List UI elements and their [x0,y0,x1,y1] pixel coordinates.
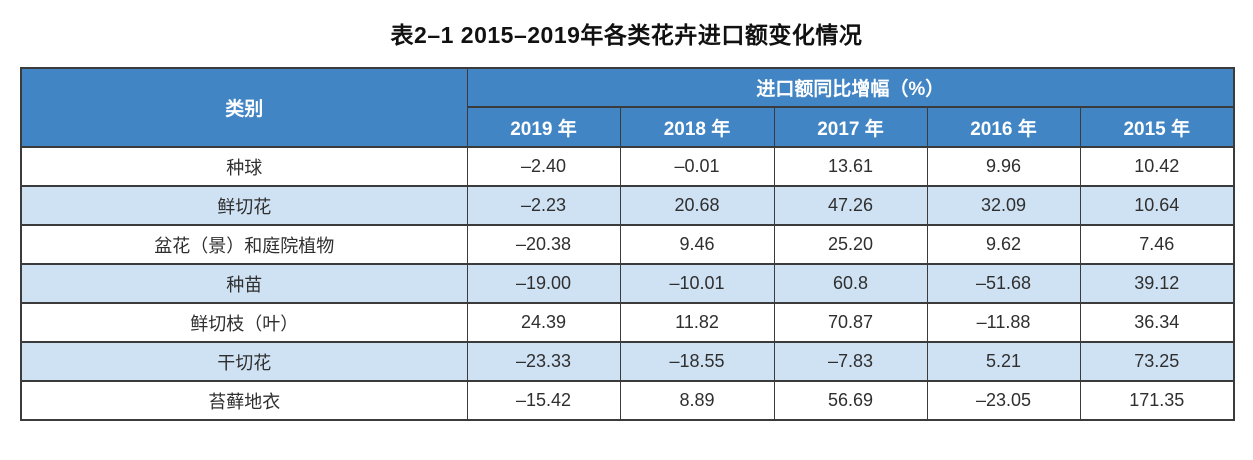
group-header: 进口额同比增幅（%） [466,67,1235,108]
cell-value: –2.40 [466,146,621,187]
cell-value: –23.05 [926,380,1081,421]
cell-value: 8.89 [619,380,775,421]
year-header-2016: 2016 年 [926,106,1081,148]
table-row-ganqiehua: 干切花 –23.33 –18.55 –7.83 5.21 73.25 [20,341,1235,382]
row-category: 鲜切枝（叶） [20,302,468,343]
cell-value: 20.68 [619,185,775,226]
cell-value: 24.39 [466,302,621,343]
cell-value: 70.87 [773,302,928,343]
row-category: 苔藓地衣 [20,380,468,421]
table-row-penhua: 盆花（景）和庭院植物 –20.38 9.46 25.20 9.62 7.46 [20,224,1235,265]
year-header-2018: 2018 年 [619,106,775,148]
cell-value: 36.34 [1079,302,1235,343]
cell-value: –15.42 [466,380,621,421]
row-category: 盆花（景）和庭院植物 [20,224,468,265]
cell-value: 7.46 [1079,224,1235,265]
row-category: 种苗 [20,263,468,304]
row-category: 干切花 [20,341,468,382]
table-row-xianqiezhi: 鲜切枝（叶） 24.39 11.82 70.87 –11.88 36.34 [20,302,1235,343]
cell-value: 25.20 [773,224,928,265]
cell-value: –0.01 [619,146,775,187]
cell-value: –10.01 [619,263,775,304]
cell-value: –11.88 [926,302,1081,343]
cell-value: 13.61 [773,146,928,187]
cell-value: –51.68 [926,263,1081,304]
cell-value: 10.64 [1079,185,1235,226]
table-row-zhongmiao: 种苗 –19.00 –10.01 60.8 –51.68 39.12 [20,263,1235,304]
flower-import-table: 类别 进口额同比增幅（%） 2019 年 2018 年 2017 年 2016 … [20,67,1236,421]
cell-value: –20.38 [466,224,621,265]
table-row-xianqiehua: 鲜切花 –2.23 20.68 47.26 32.09 10.64 [20,185,1235,226]
category-column-header: 类别 [20,67,468,148]
cell-value: –18.55 [619,341,775,382]
cell-value: 9.46 [619,224,775,265]
cell-value: 60.8 [773,263,928,304]
header-group-row: 类别 进口额同比增幅（%） [20,67,1235,148]
cell-value: 39.12 [1079,263,1235,304]
cell-value: 11.82 [619,302,775,343]
year-header-2017: 2017 年 [773,106,928,148]
cell-value: –23.33 [466,341,621,382]
cell-value: 32.09 [926,185,1081,226]
cell-value: 9.96 [926,146,1081,187]
cell-value: 73.25 [1079,341,1235,382]
table-row-taixiandiyi: 苔藓地衣 –15.42 8.89 56.69 –23.05 171.35 [20,380,1235,421]
header-year-row: 2019 年 2018 年 2017 年 2016 年 2015 年 [21,106,1235,148]
cell-value: 9.62 [926,224,1081,265]
cell-value: 5.21 [926,341,1081,382]
row-category: 种球 [20,146,468,187]
cell-value: 56.69 [773,380,928,421]
row-category: 鲜切花 [20,185,468,226]
cell-value: 47.26 [773,185,928,226]
cell-value: 171.35 [1079,380,1235,421]
year-header-2019: 2019 年 [466,106,621,148]
cell-value: –2.23 [466,185,621,226]
cell-value: 10.42 [1079,146,1235,187]
year-header-2015: 2015 年 [1079,106,1235,148]
cell-value: –7.83 [773,341,928,382]
table-row-zhongqiu: 种球 –2.40 –0.01 13.61 9.96 10.42 [20,146,1235,187]
cell-value: –19.00 [466,263,621,304]
table-title: 表2–1 2015–2019年各类花卉进口额变化情况 [390,22,863,48]
